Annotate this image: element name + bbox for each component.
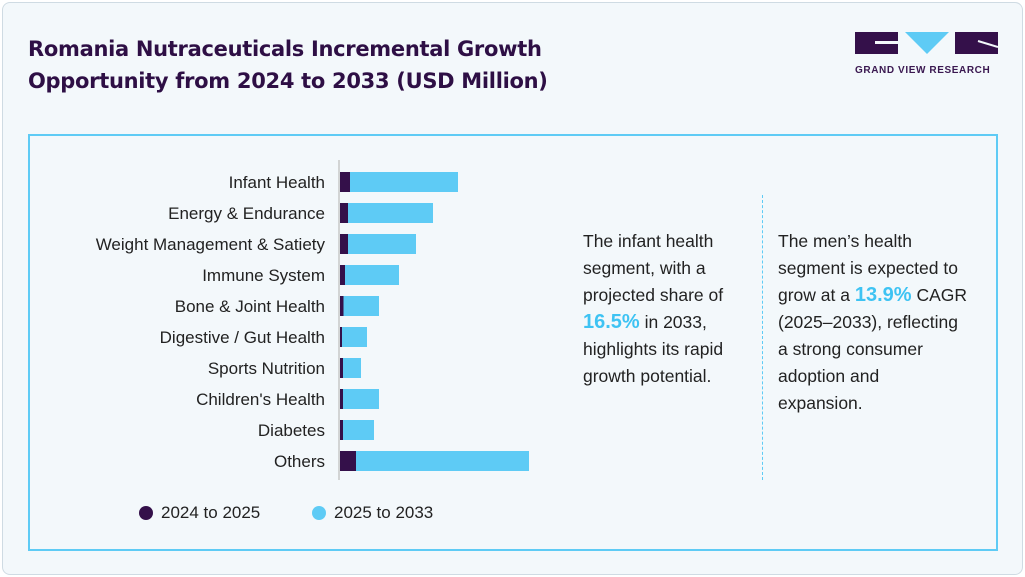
note-text: The infant health segment, with a projec… xyxy=(583,231,724,305)
note-mens-health: The men’s health segment is expected to … xyxy=(778,228,968,417)
bar-2025-2033 xyxy=(348,203,433,223)
legend-dot-icon xyxy=(312,506,326,520)
bar-2025-2033 xyxy=(343,420,374,440)
category-label: Digestive / Gut Health xyxy=(160,328,325,347)
title-line-1: Romania Nutraceuticals Incremental Growt… xyxy=(28,37,542,61)
note-infant-health: The infant health segment, with a projec… xyxy=(583,228,743,390)
category-label: Sports Nutrition xyxy=(208,359,325,378)
note-text: in 2033, highlights its rapid growth pot… xyxy=(583,312,724,386)
category-label: Immune System xyxy=(202,266,325,285)
bar-2024-2025 xyxy=(340,265,345,285)
bar-2024-2025 xyxy=(340,172,350,192)
legend-label: 2024 to 2025 xyxy=(161,503,261,522)
legend-dot-icon xyxy=(139,506,153,520)
note-highlight: 16.5% xyxy=(583,311,640,333)
logo-text: GRAND VIEW RESEARCH xyxy=(855,65,991,76)
category-label: Energy & Endurance xyxy=(168,204,325,223)
chart-title: Romania Nutraceuticals Incremental Growt… xyxy=(28,33,548,97)
grand-view-research-logo: GRAND VIEW RESEARCH xyxy=(855,32,999,76)
bar-2025-2033 xyxy=(342,327,367,347)
bar-2024-2025 xyxy=(340,420,343,440)
note-text: The men’s health segment is expected to … xyxy=(778,231,958,305)
bar-2025-2033 xyxy=(343,296,379,316)
category-label: Others xyxy=(274,452,325,471)
legend-item-2025-2033: 2025 to 2033 xyxy=(312,503,433,523)
bar-2024-2025 xyxy=(340,234,348,254)
bar-2024-2025 xyxy=(340,389,343,409)
category-label: Infant Health xyxy=(229,173,325,192)
category-label: Diabetes xyxy=(258,421,325,440)
bar-2025-2033 xyxy=(350,172,458,192)
bar-2024-2025 xyxy=(340,358,343,378)
bar-2025-2033 xyxy=(343,358,361,378)
bar-2025-2033 xyxy=(356,451,529,471)
note-text: CAGR (2025–2033), reflecting a strong co… xyxy=(778,285,968,413)
bar-2024-2025 xyxy=(340,327,342,347)
divider xyxy=(762,195,763,480)
bar-2025-2033 xyxy=(348,234,416,254)
category-label: Children's Health xyxy=(196,390,325,409)
bar-2024-2025 xyxy=(340,296,344,316)
title-line-2: Opportunity from 2024 to 2033 (USD Milli… xyxy=(28,69,548,93)
category-label: Bone & Joint Health xyxy=(175,297,325,316)
bar-2025-2033 xyxy=(345,265,399,285)
bar-2025-2033 xyxy=(343,389,379,409)
chart-panel xyxy=(28,134,998,551)
legend-item-2024-2025: 2024 to 2025 xyxy=(139,503,260,523)
legend-label: 2025 to 2033 xyxy=(334,503,434,522)
category-label: Weight Management & Satiety xyxy=(96,235,326,254)
bar-2024-2025 xyxy=(340,451,356,471)
bar-2024-2025 xyxy=(340,203,348,223)
note-highlight: 13.9% xyxy=(854,284,912,306)
logo-mark-icon xyxy=(855,32,999,54)
